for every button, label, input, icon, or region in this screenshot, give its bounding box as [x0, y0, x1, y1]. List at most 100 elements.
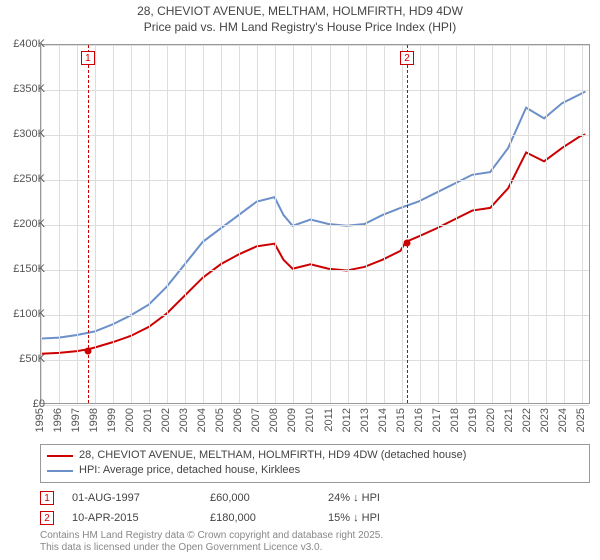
gridline [167, 45, 168, 403]
gridline [420, 45, 421, 403]
x-axis-label: 1999 [106, 408, 118, 432]
x-axis-label: 2023 [539, 408, 551, 432]
gridline [311, 45, 312, 403]
event-marker-icon: 1 [40, 491, 54, 505]
x-axis-label: 2006 [232, 408, 244, 432]
footer-line: Contains HM Land Registry data © Crown c… [40, 530, 590, 542]
plot-area: 12 [40, 44, 590, 404]
legend: 28, CHEVIOT AVENUE, MELTHAM, HOLMFIRTH, … [40, 444, 590, 483]
gridline [59, 45, 60, 403]
event-marker-box: 1 [81, 51, 95, 65]
x-axis-label: 2018 [449, 408, 461, 432]
gridline [41, 90, 589, 91]
gridline [149, 45, 150, 403]
x-axis-label: 2011 [323, 408, 335, 432]
x-axis-label: 2015 [395, 408, 407, 432]
gridline [546, 45, 547, 403]
x-axis-label: 2017 [431, 408, 443, 432]
legend-label: 28, CHEVIOT AVENUE, MELTHAM, HOLMFIRTH, … [79, 448, 466, 463]
legend-swatch [47, 455, 73, 457]
gridline [330, 45, 331, 403]
x-axis-label: 1996 [52, 408, 64, 432]
event-date: 01-AUG-1997 [72, 492, 192, 504]
x-axis-label: 2000 [124, 408, 136, 432]
sale-point [404, 240, 411, 247]
event-price: £60,000 [210, 492, 310, 504]
event-delta: 24% ↓ HPI [328, 492, 380, 504]
gridline [492, 45, 493, 403]
x-axis-label: 2019 [467, 408, 479, 432]
gridline [185, 45, 186, 403]
chart-svg [41, 45, 589, 403]
gridline [41, 225, 589, 226]
x-axis-label: 2014 [377, 408, 389, 432]
legend-item: 28, CHEVIOT AVENUE, MELTHAM, HOLMFIRTH, … [47, 448, 583, 463]
legend-label: HPI: Average price, detached house, Kirk… [79, 463, 300, 478]
y-axis-label: £50K [5, 353, 45, 365]
event-vline [407, 45, 408, 403]
gridline [510, 45, 511, 403]
gridline [113, 45, 114, 403]
legend-swatch [47, 470, 73, 472]
series-line [41, 92, 585, 339]
x-axis-label: 2007 [250, 408, 262, 432]
y-axis-label: £250K [5, 173, 45, 185]
x-axis-label: 2009 [286, 408, 298, 432]
gridline [582, 45, 583, 403]
gridline [131, 45, 132, 403]
event-row: 1 01-AUG-1997 £60,000 24% ↓ HPI [40, 488, 590, 508]
event-delta: 15% ↓ HPI [328, 512, 380, 524]
gridline [275, 45, 276, 403]
gridline [41, 315, 589, 316]
x-axis-label: 1997 [70, 408, 82, 432]
x-axis-label: 2003 [178, 408, 190, 432]
gridline [474, 45, 475, 403]
chart-title: 28, CHEVIOT AVENUE, MELTHAM, HOLMFIRTH, … [0, 0, 600, 35]
x-axis-label: 2024 [557, 408, 569, 432]
gridline [348, 45, 349, 403]
gridline [77, 45, 78, 403]
y-axis-label: £350K [5, 83, 45, 95]
gridline [41, 405, 589, 406]
event-table: 1 01-AUG-1997 £60,000 24% ↓ HPI 2 10-APR… [40, 488, 590, 528]
x-axis-label: 2001 [142, 408, 154, 432]
chart-container: 28, CHEVIOT AVENUE, MELTHAM, HOLMFIRTH, … [0, 0, 600, 560]
x-axis-label: 2013 [359, 408, 371, 432]
x-axis-label: 1995 [34, 408, 46, 432]
event-date: 10-APR-2015 [72, 512, 192, 524]
x-axis-label: 2021 [503, 408, 515, 432]
y-axis-label: £150K [5, 263, 45, 275]
gridline [456, 45, 457, 403]
event-marker-box: 2 [400, 51, 414, 65]
gridline [221, 45, 222, 403]
gridline [41, 360, 589, 361]
event-price: £180,000 [210, 512, 310, 524]
title-line-1: 28, CHEVIOT AVENUE, MELTHAM, HOLMFIRTH, … [0, 4, 600, 20]
x-axis-label: 2005 [214, 408, 226, 432]
gridline [402, 45, 403, 403]
x-axis-label: 2002 [160, 408, 172, 432]
gridline [41, 45, 589, 46]
x-axis-label: 2022 [521, 408, 533, 432]
event-row: 2 10-APR-2015 £180,000 15% ↓ HPI [40, 508, 590, 528]
gridline [293, 45, 294, 403]
gridline [438, 45, 439, 403]
legend-item: HPI: Average price, detached house, Kirk… [47, 463, 583, 478]
y-axis-label: £300K [5, 128, 45, 140]
x-axis-label: 2020 [485, 408, 497, 432]
title-line-2: Price paid vs. HM Land Registry's House … [0, 20, 600, 36]
gridline [257, 45, 258, 403]
event-marker-icon: 2 [40, 511, 54, 525]
gridline [366, 45, 367, 403]
gridline [41, 180, 589, 181]
gridline [95, 45, 96, 403]
gridline [203, 45, 204, 403]
footer-line: This data is licensed under the Open Gov… [40, 542, 590, 554]
x-axis-label: 2008 [268, 408, 280, 432]
gridline [239, 45, 240, 403]
gridline [41, 270, 589, 271]
x-axis-label: 2016 [413, 408, 425, 432]
gridline [528, 45, 529, 403]
y-axis-label: £100K [5, 308, 45, 320]
gridline [384, 45, 385, 403]
